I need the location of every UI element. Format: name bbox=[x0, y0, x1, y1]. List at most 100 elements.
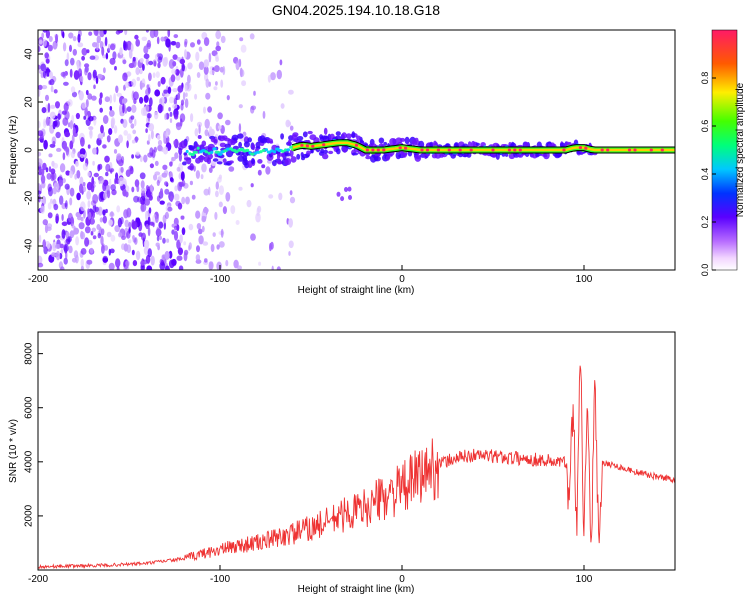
heatmap-cell bbox=[87, 200, 91, 208]
heatmap-cell bbox=[173, 114, 179, 120]
heatmap-cell bbox=[185, 196, 190, 205]
heatmap-cell bbox=[60, 249, 64, 254]
heatmap-cell bbox=[102, 144, 107, 149]
heatmap-cell bbox=[49, 78, 55, 86]
heatmap-cell bbox=[322, 143, 326, 147]
heatmap-cell bbox=[148, 97, 153, 107]
heatmap-cell bbox=[77, 33, 81, 43]
heatmap-cell bbox=[174, 185, 178, 192]
heatmap-cell bbox=[70, 57, 75, 66]
heatmap-cell bbox=[336, 148, 341, 155]
heatmap-cell bbox=[97, 133, 104, 141]
heatmap-cell bbox=[130, 115, 135, 120]
heatmap-cell bbox=[429, 141, 434, 148]
heatmap-cell bbox=[203, 37, 210, 47]
heatmap-cell bbox=[134, 237, 138, 245]
heatmap-cell bbox=[131, 249, 135, 256]
heatmap-cell bbox=[79, 176, 84, 187]
heatmap-cell bbox=[224, 143, 231, 149]
heatmap-cell bbox=[216, 261, 222, 270]
heatmap-cell bbox=[108, 128, 113, 135]
heatmap-cell bbox=[83, 115, 87, 120]
heatmap-cell bbox=[38, 190, 42, 195]
heatmap-cell bbox=[108, 262, 115, 270]
heatmap-cell bbox=[378, 137, 385, 144]
heatmap-cell bbox=[104, 36, 108, 47]
heatmap-cell bbox=[102, 115, 109, 124]
heatmap-cell bbox=[660, 148, 664, 152]
heatmap-cell bbox=[257, 205, 262, 213]
heatmap-cell bbox=[203, 188, 210, 196]
heatmap-cell bbox=[351, 152, 359, 156]
heatmap-cell bbox=[291, 134, 298, 141]
heatmap-cell bbox=[68, 245, 73, 254]
heatmap-cell bbox=[131, 154, 135, 159]
heatmap-cell bbox=[86, 259, 93, 265]
heatmap-cell bbox=[114, 66, 117, 71]
heatmap-cell bbox=[383, 141, 388, 147]
heatmap-cell bbox=[258, 261, 262, 266]
heatmap-cell bbox=[281, 149, 285, 153]
heatmap-cell bbox=[359, 140, 365, 144]
heatmap-cell bbox=[233, 259, 239, 269]
heatmap-cell bbox=[226, 95, 230, 101]
heatmap-cell bbox=[289, 145, 293, 149]
heatmap-cell bbox=[156, 235, 160, 242]
heatmap-cell bbox=[189, 180, 193, 186]
heatmap-cell bbox=[208, 261, 213, 270]
heatmap-cell bbox=[151, 149, 156, 158]
heatmap-cell bbox=[80, 153, 85, 159]
heatmap-cell bbox=[110, 117, 116, 127]
heatmap-cell bbox=[42, 162, 47, 171]
heatmap-cell bbox=[165, 38, 171, 48]
heatmap-cell bbox=[116, 153, 122, 162]
heatmap-cell bbox=[197, 135, 202, 139]
heatmap-cell bbox=[41, 85, 48, 90]
heatmap-cell bbox=[77, 42, 84, 48]
heatmap-cell bbox=[229, 160, 234, 164]
heatmap-cell bbox=[155, 242, 160, 247]
heatmap-cell bbox=[125, 169, 131, 177]
heatmap-cell bbox=[147, 227, 151, 237]
heatmap-cell bbox=[139, 68, 143, 75]
heatmap-cell bbox=[67, 99, 73, 107]
heatmap-cell bbox=[146, 84, 150, 90]
heatmap-cell bbox=[262, 110, 266, 119]
heatmap-cell bbox=[187, 74, 191, 85]
heatmap-cell bbox=[155, 71, 160, 78]
heatmap-cell bbox=[165, 131, 169, 139]
heatmap-cell bbox=[59, 243, 64, 249]
heatmap-cell bbox=[113, 125, 118, 134]
heatmap-cell bbox=[123, 130, 128, 136]
heatmap-cell bbox=[436, 148, 440, 152]
heatmap-cell bbox=[110, 184, 116, 191]
heatmap-cell bbox=[178, 153, 182, 162]
heatmap-cell bbox=[52, 187, 57, 195]
heatmap-cell bbox=[253, 90, 256, 96]
heatmap-cell bbox=[105, 52, 109, 60]
heatmap-cell bbox=[154, 171, 161, 176]
heatmap-cell bbox=[63, 244, 68, 254]
heatmap-cell bbox=[55, 250, 61, 261]
heatmap-cell bbox=[145, 88, 150, 96]
heatmap-cell bbox=[220, 79, 224, 88]
heatmap-cell bbox=[158, 221, 164, 229]
heatmap-cell bbox=[289, 190, 293, 196]
heatmap-cell bbox=[155, 228, 162, 237]
heatmap-cell bbox=[159, 236, 163, 240]
heatmap-cell bbox=[60, 71, 66, 77]
heatmap-cell bbox=[69, 44, 72, 53]
heatmap-cell bbox=[305, 144, 309, 148]
heatmap-cell bbox=[131, 104, 137, 114]
heatmap-cell bbox=[328, 150, 334, 155]
heatmap-cell bbox=[495, 151, 500, 160]
heatmap-cell bbox=[42, 70, 46, 79]
heatmap-cell bbox=[92, 69, 97, 79]
heatmap-cell bbox=[182, 91, 186, 101]
heatmap-cell bbox=[132, 260, 138, 267]
x-tick-label: 0 bbox=[399, 574, 405, 585]
heatmap-cell bbox=[302, 131, 308, 138]
x-tick-label: -200 bbox=[28, 574, 48, 585]
heatmap-cell bbox=[99, 30, 105, 38]
heatmap-cell bbox=[221, 135, 228, 140]
